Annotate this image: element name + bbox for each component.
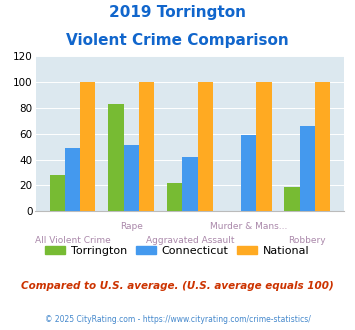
Bar [182, 157, 198, 211]
Bar [284, 187, 300, 211]
Text: Murder & Mans...: Murder & Mans... [210, 222, 287, 231]
Bar [50, 175, 65, 211]
Text: © 2025 CityRating.com - https://www.cityrating.com/crime-statistics/: © 2025 CityRating.com - https://www.city… [45, 315, 310, 324]
Legend: Torrington, Connecticut, National: Torrington, Connecticut, National [41, 241, 314, 260]
Text: Compared to U.S. average. (U.S. average equals 100): Compared to U.S. average. (U.S. average … [21, 281, 334, 291]
Bar [167, 183, 182, 211]
Bar [198, 82, 213, 211]
Bar [241, 135, 256, 211]
Text: All Violent Crime: All Violent Crime [34, 236, 110, 245]
Bar [65, 148, 80, 211]
Bar [315, 82, 330, 211]
Text: Violent Crime Comparison: Violent Crime Comparison [66, 33, 289, 48]
Bar [300, 126, 315, 211]
Bar [108, 104, 124, 211]
Bar [124, 145, 139, 211]
Bar [80, 82, 95, 211]
Text: Robbery: Robbery [289, 236, 326, 245]
Text: 2019 Torrington: 2019 Torrington [109, 5, 246, 20]
Text: Aggravated Assault: Aggravated Assault [146, 236, 234, 245]
Bar [139, 82, 154, 211]
Text: Rape: Rape [120, 222, 143, 231]
Bar [256, 82, 272, 211]
